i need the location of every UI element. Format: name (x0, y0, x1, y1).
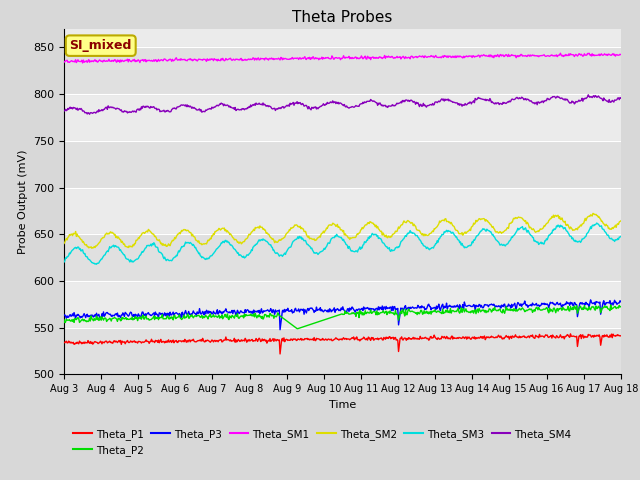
Theta_P2 (60, 317, 68, 323)
Theta_SM3 (93, 261, 100, 267)
Theta_SM2 (428, 230, 435, 236)
Theta_SM4 (411, 99, 419, 105)
Theta_SM4 (428, 102, 435, 108)
Theta_P2 (184, 311, 192, 317)
Title: Theta Probes: Theta Probes (292, 10, 392, 25)
Theta_SM1 (214, 56, 222, 62)
Theta_SM2 (589, 211, 596, 216)
Theta_P3 (127, 310, 135, 315)
Line: Theta_SM2: Theta_SM2 (64, 214, 621, 248)
Bar (64, 141, 621, 188)
Theta_P3 (214, 307, 221, 312)
Theta_SM3 (214, 245, 222, 251)
Theta_SM4 (185, 103, 193, 108)
Theta_SM2 (214, 227, 222, 233)
Theta_P3 (411, 305, 419, 311)
Theta_SM1 (428, 53, 435, 59)
Legend: Theta_P1, Theta_P2, Theta_P3, Theta_SM1, Theta_SM2, Theta_SM3, Theta_SM4: Theta_P1, Theta_P2, Theta_P3, Theta_SM1,… (69, 424, 576, 460)
Theta_SM1 (411, 54, 419, 60)
Line: Theta_P3: Theta_P3 (64, 300, 621, 330)
Theta_P1 (428, 334, 435, 339)
Theta_P1 (184, 339, 192, 345)
Theta_P1 (127, 338, 135, 344)
Theta_P2 (607, 302, 614, 308)
Theta_SM3 (593, 220, 600, 226)
Bar (64, 328, 621, 374)
Theta_P2 (428, 311, 435, 317)
Theta_P2 (617, 304, 625, 310)
Y-axis label: Probe Output (mV): Probe Output (mV) (17, 149, 28, 254)
Theta_SM2 (70, 231, 78, 237)
Theta_P3 (184, 311, 192, 316)
X-axis label: Time: Time (329, 400, 356, 409)
Theta_P3 (587, 297, 595, 303)
Line: Theta_SM3: Theta_SM3 (64, 223, 621, 264)
Theta_SM1 (70, 59, 78, 64)
Theta_SM3 (60, 259, 68, 265)
Theta_P1 (60, 339, 68, 345)
Line: Theta_SM4: Theta_SM4 (64, 95, 621, 114)
Theta_P1 (70, 341, 78, 347)
Theta_SM2 (88, 245, 96, 251)
Theta_SM1 (585, 50, 593, 56)
Theta_P1 (214, 338, 221, 344)
Theta_P2 (70, 320, 78, 325)
Theta_SM3 (185, 240, 193, 246)
Theta_P3 (428, 307, 435, 312)
Theta_P1 (566, 331, 574, 337)
Theta_SM4 (70, 105, 78, 111)
Theta_P3 (276, 327, 284, 333)
Theta_P2 (411, 310, 419, 315)
Line: Theta_SM1: Theta_SM1 (64, 53, 621, 63)
Theta_SM2 (617, 218, 625, 224)
Theta_P2 (127, 316, 135, 322)
Theta_P3 (70, 310, 78, 315)
Theta_SM2 (60, 240, 68, 246)
Theta_P1 (617, 333, 625, 338)
Bar (64, 234, 621, 281)
Theta_P3 (617, 299, 625, 305)
Theta_SM4 (214, 103, 222, 109)
Theta_SM2 (185, 228, 193, 234)
Theta_SM1 (128, 58, 136, 64)
Line: Theta_P1: Theta_P1 (64, 334, 621, 354)
Theta_SM1 (60, 60, 68, 65)
Theta_SM4 (60, 108, 68, 114)
Theta_SM4 (584, 92, 592, 98)
Theta_SM3 (617, 234, 625, 240)
Line: Theta_P2: Theta_P2 (64, 305, 621, 329)
Theta_SM3 (70, 246, 78, 252)
Bar (64, 48, 621, 94)
Theta_SM1 (185, 57, 193, 62)
Theta_SM4 (86, 111, 93, 117)
Theta_SM4 (128, 108, 136, 114)
Theta_SM2 (411, 223, 419, 228)
Theta_SM4 (617, 95, 625, 101)
Theta_P1 (411, 335, 419, 341)
Theta_SM3 (428, 246, 435, 252)
Theta_P3 (60, 312, 68, 318)
Theta_P2 (214, 314, 221, 320)
Theta_SM3 (128, 258, 136, 264)
Theta_SM1 (617, 52, 625, 58)
Theta_P1 (276, 351, 284, 357)
Theta_SM2 (128, 244, 136, 250)
Theta_SM3 (411, 231, 419, 237)
Theta_P2 (293, 326, 301, 332)
Text: SI_mixed: SI_mixed (70, 39, 132, 52)
Theta_SM1 (79, 60, 86, 66)
